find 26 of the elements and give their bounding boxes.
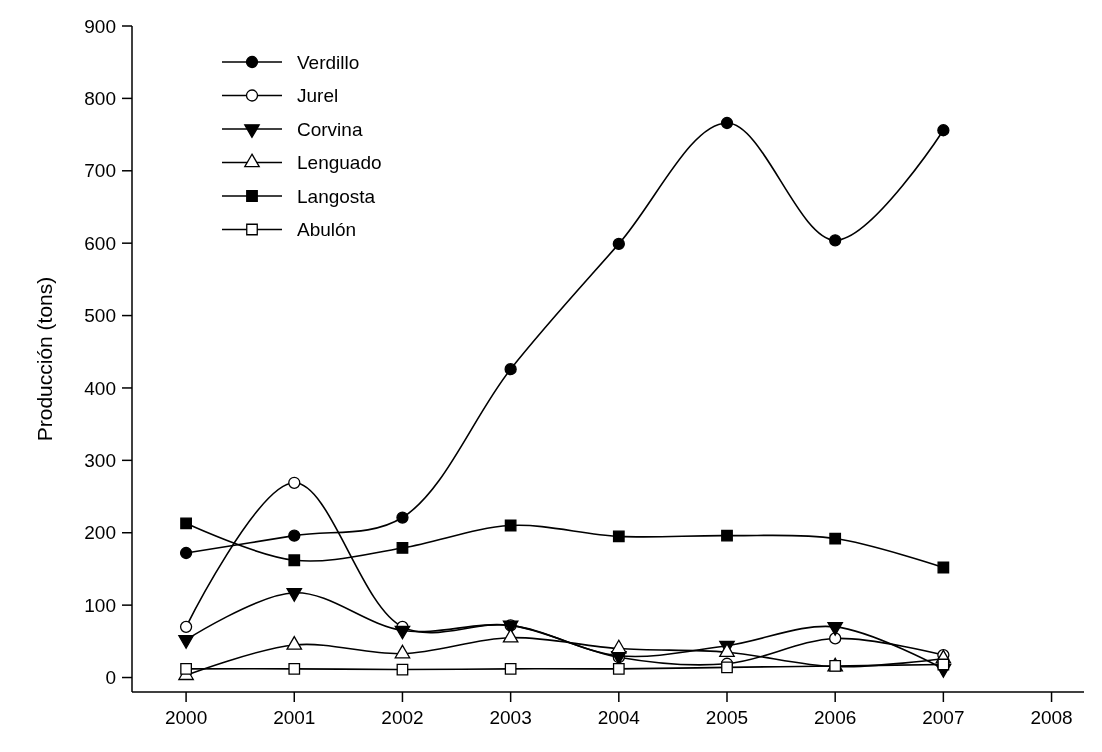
- x-tick-label: 2008: [1030, 707, 1073, 728]
- y-tick-label: 200: [84, 522, 116, 544]
- y-tick-label: 900: [84, 15, 116, 37]
- y-tick-label: 0: [105, 667, 116, 689]
- legend-label: Jurel: [297, 85, 339, 107]
- x-tick-label: 2001: [273, 707, 316, 728]
- legend-label: Langosta: [297, 185, 376, 207]
- legend-label: Corvina: [297, 118, 363, 140]
- y-tick-label: 100: [84, 594, 116, 616]
- y-tick-label: 300: [84, 450, 116, 471]
- x-tick-label: 2004: [597, 707, 641, 728]
- x-tick-label: 2007: [922, 707, 965, 728]
- legend-label: Abulón: [297, 219, 357, 241]
- x-tick-label: 2005: [705, 707, 749, 728]
- x-tick-label: 2002: [381, 707, 424, 728]
- x-tick-label: 2000: [164, 707, 208, 728]
- y-tick-label: 500: [84, 305, 116, 327]
- x-tick-label: 2006: [814, 707, 857, 728]
- legend-label: Verdillo: [297, 51, 360, 73]
- y-tick-label: 400: [84, 377, 116, 399]
- y-tick-label: 700: [84, 160, 116, 182]
- y-tick-label: 600: [84, 232, 116, 254]
- y-axis-title: Producción (tons): [33, 276, 56, 442]
- legend-label: Lenguado: [297, 152, 382, 174]
- x-tick-label: 2003: [489, 707, 532, 728]
- y-tick-label: 800: [84, 88, 116, 110]
